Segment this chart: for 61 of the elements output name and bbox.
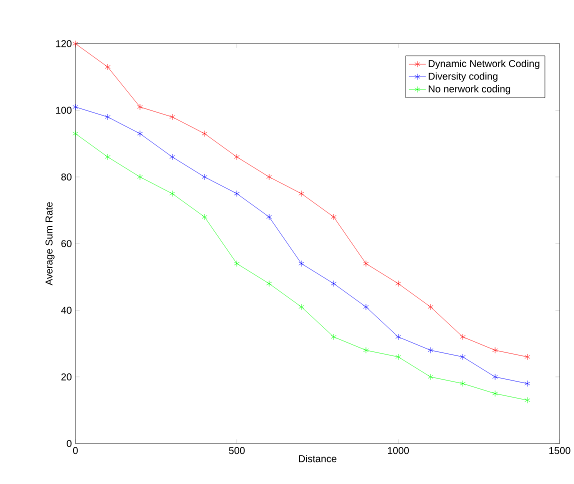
point — [104, 114, 110, 120]
x-tick-label: 500 — [228, 446, 245, 454]
point — [395, 280, 402, 287]
point — [395, 334, 402, 340]
x-axis-title: Distance — [299, 454, 336, 462]
x-tick-label: 1500 — [549, 446, 570, 454]
point — [395, 354, 402, 360]
point — [524, 380, 530, 387]
point — [169, 190, 176, 197]
point — [137, 174, 143, 180]
point — [428, 374, 434, 380]
y-tick-label: 0 — [66, 440, 72, 447]
point — [524, 354, 530, 360]
point — [298, 304, 304, 310]
point — [202, 130, 208, 137]
point — [266, 280, 272, 287]
point — [298, 190, 304, 197]
legend-label: Diversity coding — [428, 72, 498, 82]
point — [363, 260, 369, 267]
point — [137, 104, 143, 110]
point — [460, 334, 466, 340]
point — [363, 304, 369, 310]
point — [137, 130, 143, 137]
y-tick-label: 40 — [61, 306, 72, 314]
point — [104, 154, 110, 160]
y-tick-label: 20 — [61, 373, 72, 380]
point — [330, 214, 336, 220]
legend-label: No nerwork coding — [428, 85, 510, 94]
point — [202, 174, 208, 180]
point — [169, 114, 176, 120]
point — [330, 334, 336, 340]
point — [492, 346, 498, 354]
x-tick-label: 0 — [73, 446, 78, 454]
point — [234, 190, 240, 197]
point — [524, 396, 530, 404]
x-tick-label: 1000 — [388, 446, 409, 454]
point — [72, 40, 78, 47]
point — [492, 390, 498, 397]
point — [266, 174, 272, 180]
point — [428, 304, 434, 310]
point — [234, 260, 240, 267]
point — [492, 374, 498, 380]
y-tick-label: 80 — [61, 173, 72, 180]
point — [428, 346, 434, 354]
point — [104, 64, 110, 70]
point — [460, 354, 466, 360]
y-tick-label: 60 — [61, 240, 72, 248]
y-tick-label: 100 — [56, 106, 72, 114]
point — [266, 214, 272, 220]
point — [72, 104, 78, 110]
point — [169, 154, 176, 160]
point — [298, 260, 304, 267]
point — [363, 346, 369, 354]
y-axis-title: Average Sum Rate — [46, 202, 54, 286]
point — [202, 214, 208, 220]
y-tick-label: 120 — [56, 40, 72, 48]
legend-label: Dynamic Network Coding — [428, 60, 540, 69]
point — [234, 154, 240, 160]
point — [330, 280, 336, 287]
point — [460, 380, 466, 387]
point — [72, 130, 78, 137]
